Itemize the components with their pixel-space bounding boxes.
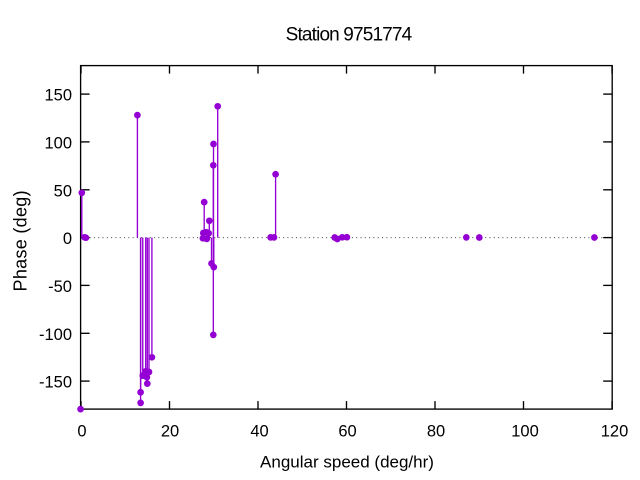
svg-text:150: 150	[44, 87, 72, 105]
svg-text:0: 0	[63, 230, 72, 248]
svg-text:100: 100	[44, 135, 72, 153]
svg-text:0: 0	[77, 423, 86, 441]
svg-text:50: 50	[54, 182, 72, 200]
svg-text:20: 20	[161, 423, 179, 441]
svg-text:Station 9751774: Station 9751774	[286, 25, 413, 46]
svg-text:Angular speed (deg/hr): Angular speed (deg/hr)	[260, 453, 434, 472]
svg-text:120: 120	[601, 423, 629, 441]
svg-text:80: 80	[427, 423, 445, 441]
svg-text:100: 100	[511, 423, 539, 441]
svg-text:40: 40	[250, 423, 268, 441]
svg-text:60: 60	[338, 423, 356, 441]
svg-text:-50: -50	[48, 278, 72, 296]
svg-text:-150: -150	[39, 374, 72, 392]
svg-text:-100: -100	[39, 326, 72, 344]
svg-text:Phase (deg): Phase (deg)	[11, 190, 31, 291]
